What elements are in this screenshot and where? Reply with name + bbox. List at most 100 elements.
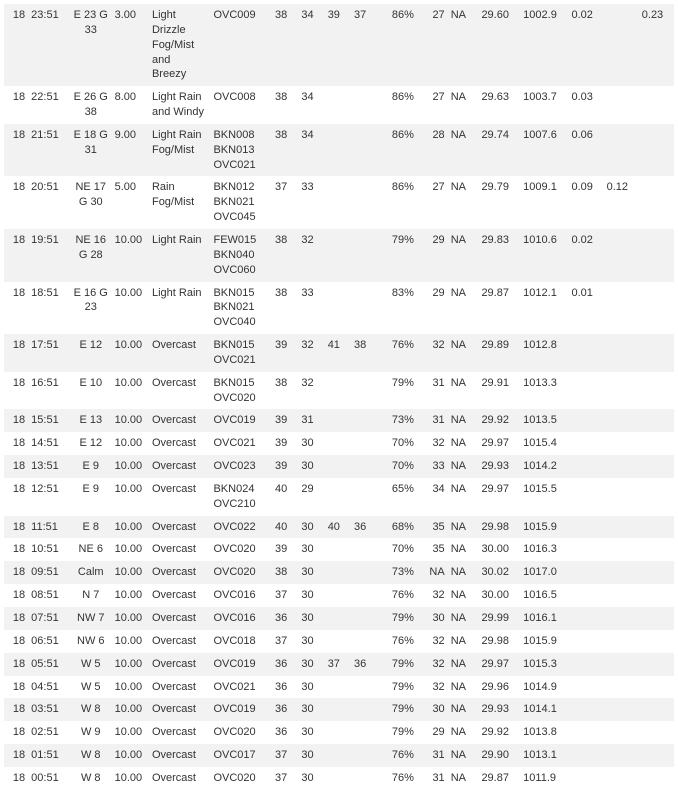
cell-dewpt6 xyxy=(351,676,377,699)
table-row: 1808:51N 710.00OvercastOVC016373076%32NA… xyxy=(4,584,674,607)
cell-dewpt6: 37 xyxy=(351,4,377,86)
cell-temp: 39 xyxy=(272,432,298,455)
cell-slp: 1002.9 xyxy=(520,4,568,86)
cell-heat: NA xyxy=(448,334,479,372)
table-row: 1812:51E 910.00OvercastBKN024 OVC2104029… xyxy=(4,478,674,516)
cell-weather: Light Rain Fog/Mist xyxy=(149,124,211,177)
cell-rh: 79% xyxy=(377,372,417,410)
cell-sky: BKN008 BKN013 OVC021 xyxy=(210,124,272,177)
cell-heat: NA xyxy=(448,676,479,699)
cell-dewpt: 30 xyxy=(298,538,324,561)
cell-time: 21:51 xyxy=(28,124,70,177)
cell-heat: NA xyxy=(448,516,479,539)
table-row: 1813:51E 910.00OvercastOVC023393070%33NA… xyxy=(4,455,674,478)
cell-slp: 1015.9 xyxy=(520,516,568,539)
cell-temp: 36 xyxy=(272,698,298,721)
cell-wind: E 9 xyxy=(70,455,112,478)
cell-heat: NA xyxy=(448,478,479,516)
cell-time: 20:51 xyxy=(28,176,70,229)
cell-dewpt: 33 xyxy=(298,176,324,229)
cell-chill: 30 xyxy=(417,607,448,630)
cell-rh: 73% xyxy=(377,561,417,584)
cell-precip3 xyxy=(604,676,639,699)
cell-dewpt6 xyxy=(351,86,377,124)
cell-rh: 76% xyxy=(377,630,417,653)
cell-day: 18 xyxy=(4,4,28,86)
cell-vis: 10.00 xyxy=(112,478,149,516)
cell-precip6 xyxy=(639,676,674,699)
cell-temp6 xyxy=(325,584,351,607)
cell-precip6 xyxy=(639,409,674,432)
cell-vis: 8.00 xyxy=(112,86,149,124)
cell-slp: 1012.8 xyxy=(520,334,568,372)
cell-rh: 70% xyxy=(377,432,417,455)
cell-slp: 1015.5 xyxy=(520,478,568,516)
cell-altimeter: 29.89 xyxy=(478,334,520,372)
cell-temp6 xyxy=(325,409,351,432)
cell-altimeter: 29.97 xyxy=(478,653,520,676)
cell-slp: 1013.3 xyxy=(520,372,568,410)
cell-slp: 1015.3 xyxy=(520,653,568,676)
cell-precip1 xyxy=(568,767,603,790)
cell-day: 18 xyxy=(4,676,28,699)
cell-temp: 39 xyxy=(272,334,298,372)
cell-precip1 xyxy=(568,478,603,516)
cell-time: 13:51 xyxy=(28,455,70,478)
cell-temp: 36 xyxy=(272,721,298,744)
cell-vis: 10.00 xyxy=(112,282,149,335)
cell-temp6 xyxy=(325,176,351,229)
cell-temp: 38 xyxy=(272,282,298,335)
cell-vis: 10.00 xyxy=(112,653,149,676)
cell-precip6 xyxy=(639,584,674,607)
cell-day: 18 xyxy=(4,744,28,767)
table-row: 1805:51W 510.00OvercastOVC0193630373679%… xyxy=(4,653,674,676)
cell-rh: 83% xyxy=(377,282,417,335)
cell-dewpt6 xyxy=(351,124,377,177)
cell-day: 18 xyxy=(4,432,28,455)
cell-heat: NA xyxy=(448,653,479,676)
cell-altimeter: 29.79 xyxy=(478,176,520,229)
cell-rh: 86% xyxy=(377,86,417,124)
cell-time: 04:51 xyxy=(28,676,70,699)
cell-dewpt: 30 xyxy=(298,561,324,584)
cell-altimeter: 29.92 xyxy=(478,409,520,432)
cell-precip3 xyxy=(604,607,639,630)
cell-weather: Rain Fog/Mist xyxy=(149,176,211,229)
cell-vis: 10.00 xyxy=(112,334,149,372)
cell-chill: 32 xyxy=(417,653,448,676)
cell-time: 23:51 xyxy=(28,4,70,86)
cell-temp6 xyxy=(325,432,351,455)
cell-sky: OVC022 xyxy=(210,516,272,539)
cell-precip1: 0.02 xyxy=(568,229,603,282)
cell-slp: 1017.0 xyxy=(520,561,568,584)
cell-altimeter: 29.96 xyxy=(478,676,520,699)
cell-temp: 39 xyxy=(272,538,298,561)
cell-rh: 65% xyxy=(377,478,417,516)
cell-weather: Light Rain xyxy=(149,229,211,282)
cell-rh: 86% xyxy=(377,124,417,177)
cell-altimeter: 29.99 xyxy=(478,607,520,630)
cell-temp6 xyxy=(325,282,351,335)
cell-chill: 33 xyxy=(417,455,448,478)
cell-chill: 27 xyxy=(417,86,448,124)
cell-rh: 86% xyxy=(377,4,417,86)
cell-wind: W 8 xyxy=(70,744,112,767)
cell-precip1 xyxy=(568,516,603,539)
cell-precip6: 0.23 xyxy=(639,4,674,86)
cell-altimeter: 29.87 xyxy=(478,282,520,335)
cell-dewpt: 32 xyxy=(298,229,324,282)
cell-sky: OVC016 xyxy=(210,584,272,607)
cell-heat: NA xyxy=(448,630,479,653)
table-row: 1811:51E 810.00OvercastOVC0224030403668%… xyxy=(4,516,674,539)
cell-vis: 10.00 xyxy=(112,767,149,790)
cell-temp: 37 xyxy=(272,176,298,229)
cell-precip3 xyxy=(604,698,639,721)
cell-heat: NA xyxy=(448,124,479,177)
cell-slp: 1011.9 xyxy=(520,767,568,790)
cell-precip1 xyxy=(568,653,603,676)
cell-vis: 10.00 xyxy=(112,409,149,432)
cell-sky: BKN012 BKN021 OVC045 xyxy=(210,176,272,229)
table-row: 1801:51W 810.00OvercastOVC017373076%31NA… xyxy=(4,744,674,767)
cell-precip3 xyxy=(604,4,639,86)
cell-precip6 xyxy=(639,124,674,177)
